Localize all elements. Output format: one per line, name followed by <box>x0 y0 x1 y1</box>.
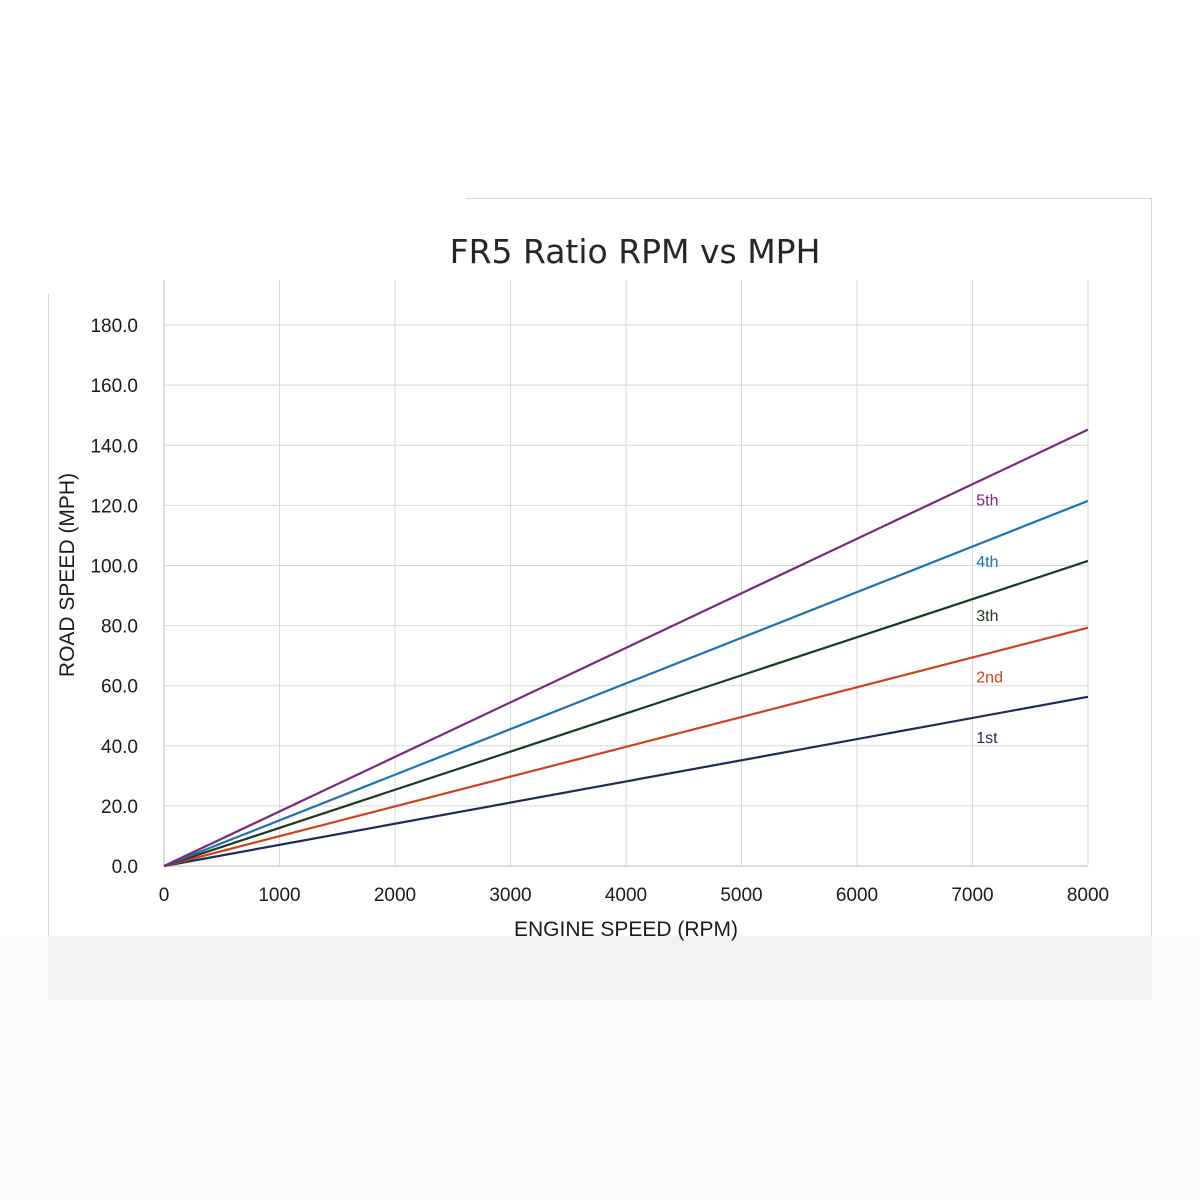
x-tick-label: 7000 <box>951 885 993 906</box>
chart-background <box>0 0 1200 936</box>
y-tick-label: 60.0 <box>101 677 138 698</box>
x-tick-label: 2000 <box>374 885 416 906</box>
series-line-2nd <box>163 626 1089 868</box>
x-tick-label: 5000 <box>720 885 762 906</box>
y-tick-label: 0.0 <box>112 857 138 878</box>
y-axis-label: ROAD SPEED (MPH) <box>56 473 79 677</box>
series-label-3th: 3th <box>976 608 998 625</box>
x-tick-label: 8000 <box>1067 885 1109 906</box>
gridlines <box>163 280 1089 867</box>
series-line-5th <box>163 428 1089 867</box>
series-labels: 1st 2nd 3th 4th 5th <box>976 492 1003 746</box>
frame-right-edge <box>1151 198 1152 936</box>
y-tick-label: 180.0 <box>90 316 138 337</box>
frame-left-edge <box>48 294 49 936</box>
series-label-4th: 4th <box>976 554 998 571</box>
tick-labels: 0 1000 2000 3000 4000 5000 6000 7000 8000 0.0 20.0… <box>90 316 1109 906</box>
footer-band <box>48 936 1152 1000</box>
series-label-1st: 1st <box>976 730 998 747</box>
series-lines <box>163 428 1089 868</box>
y-tick-label: 160.0 <box>90 376 138 397</box>
y-tick-label: 140.0 <box>90 436 138 457</box>
series-line-3th <box>163 559 1089 868</box>
x-tick-label: 6000 <box>836 885 878 906</box>
y-tick-label: 80.0 <box>101 617 138 638</box>
frame-top-edge <box>466 198 1152 199</box>
y-tick-label: 100.0 <box>90 556 138 577</box>
x-tick-label: 4000 <box>605 885 647 906</box>
y-tick-label: 20.0 <box>101 797 138 818</box>
y-tick-label: 120.0 <box>90 496 138 517</box>
series-line-1st <box>163 695 1089 868</box>
x-tick-label: 0 <box>159 885 170 906</box>
chart-title: FR5 Ratio RPM vs MPH <box>449 232 821 271</box>
x-tick-label: 1000 <box>258 885 300 906</box>
y-tick-label: 40.0 <box>101 737 138 758</box>
series-label-2nd: 2nd <box>976 670 1003 687</box>
x-axis-label: ENGINE SPEED (RPM) <box>514 918 738 941</box>
series-line-4th <box>163 499 1089 868</box>
x-tick-label: 3000 <box>489 885 531 906</box>
series-label-5th: 5th <box>976 492 998 509</box>
